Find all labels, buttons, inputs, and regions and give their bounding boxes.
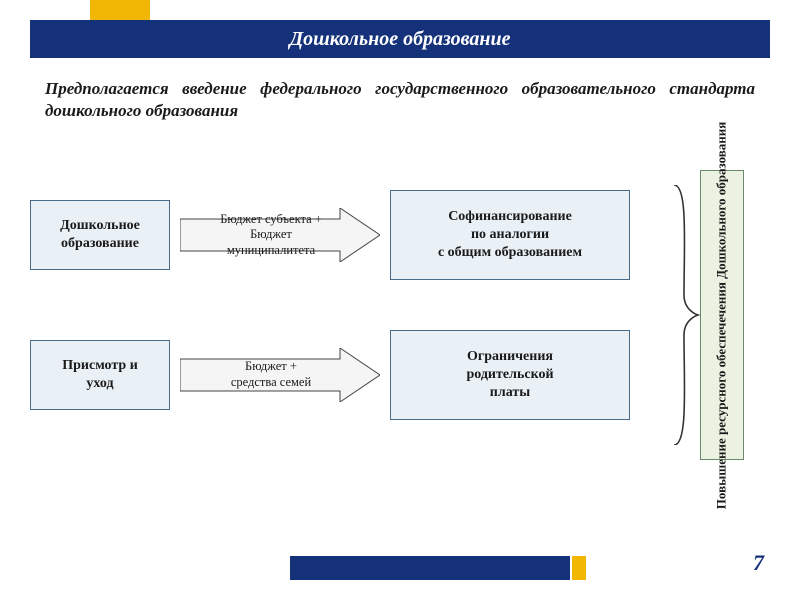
top-accent	[90, 0, 150, 20]
page-title: Дошкольное образование	[289, 28, 510, 50]
intro-text: Предполагается введение федерального гос…	[45, 78, 755, 122]
bottom-accent	[572, 556, 586, 580]
flow-arrow: Бюджет + средства семей	[180, 348, 380, 402]
flow-source-label: Присмотр и уход	[62, 357, 138, 393]
flow-source-box: Дошкольное образование	[30, 200, 170, 270]
flow-target-label: Софинансирование по аналогии с общим обр…	[438, 208, 582, 263]
page-number: 7	[753, 550, 764, 576]
brace-icon	[670, 185, 700, 445]
result-box: Повышение ресурсного обеспечечения Дошко…	[700, 170, 744, 460]
flow-arrow-label: Бюджет субъекта + Бюджет муниципалитета	[220, 212, 340, 259]
flow-source-label: Дошкольное образование	[60, 217, 140, 253]
flow-target-box: Софинансирование по аналогии с общим обр…	[390, 190, 630, 280]
flow-row: Дошкольное образование Бюджет субъекта +…	[30, 190, 670, 280]
flow-arrow-label: Бюджет + средства семей	[231, 359, 329, 390]
flow-arrow: Бюджет субъекта + Бюджет муниципалитета	[180, 208, 380, 262]
result-label: Повышение ресурсного обеспечечения Дошко…	[714, 121, 731, 509]
flow-row: Присмотр и уход Бюджет + средства семей …	[30, 330, 670, 420]
flow-target-label: Ограничения родительской платы	[466, 348, 553, 403]
flow-diagram: Дошкольное образование Бюджет субъекта +…	[30, 190, 670, 470]
flow-target-box: Ограничения родительской платы	[390, 330, 630, 420]
page-title-bar: Дошкольное образование	[30, 20, 770, 58]
bottom-bar	[290, 556, 570, 580]
flow-source-box: Присмотр и уход	[30, 340, 170, 410]
